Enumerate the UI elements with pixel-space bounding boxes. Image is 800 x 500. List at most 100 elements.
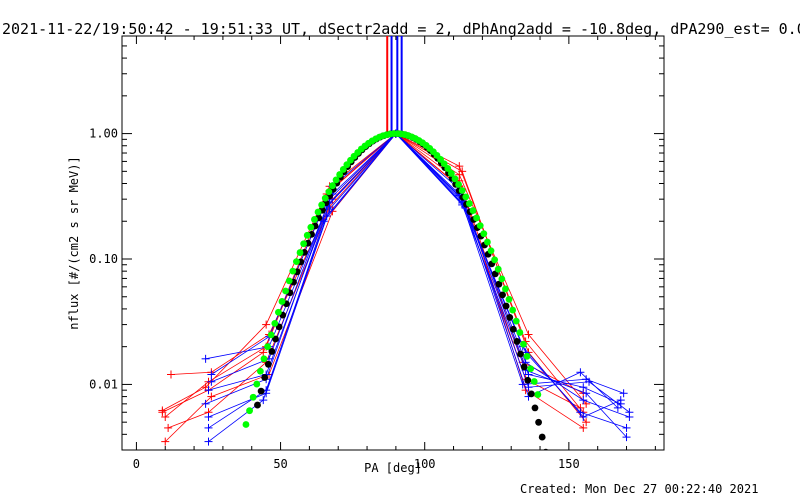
series-10 [204, 129, 622, 446]
series-line [211, 133, 630, 418]
fit-point [458, 187, 466, 194]
data-point [164, 423, 173, 432]
data-point [161, 437, 170, 446]
data-point [207, 370, 216, 379]
fit-point [509, 325, 517, 333]
data-point [613, 403, 622, 412]
fit-point [516, 329, 524, 336]
fit-point [268, 348, 276, 355]
data-point [207, 392, 216, 401]
fit-point [253, 380, 261, 388]
fit-point [462, 193, 470, 201]
fit-point [336, 171, 344, 178]
fit-curve-0 [254, 130, 549, 450]
data-point [204, 423, 213, 432]
fit-point [339, 166, 347, 173]
data-point [579, 383, 588, 392]
fit-point [520, 340, 527, 348]
y-tick-label: 0.10 [89, 252, 118, 266]
data-point [619, 389, 628, 398]
fit-point [524, 376, 532, 384]
data-point [582, 418, 591, 427]
fit-point [444, 165, 452, 172]
data-point [259, 396, 268, 405]
data-point [622, 433, 631, 442]
data-point [201, 354, 210, 363]
series-line [205, 133, 627, 429]
data-point [204, 386, 213, 395]
fit-point [321, 194, 329, 202]
fit-point [261, 374, 269, 381]
data-point [625, 408, 634, 417]
footer-created: Created: Mon Dec 27 00:22:40 2021 [520, 482, 758, 496]
fit-point [473, 214, 481, 222]
fit-point [487, 247, 495, 255]
fit-point [505, 295, 513, 303]
fit-point [264, 360, 272, 368]
data-point [622, 423, 631, 432]
data-point [524, 383, 533, 392]
fit-point [254, 401, 261, 409]
vertical-lines [386, 36, 403, 134]
data-series [158, 129, 634, 446]
data-point [325, 205, 334, 214]
fit-point [256, 367, 264, 375]
fit-point [300, 240, 308, 248]
y-axis-label: nflux [#/(cm2 s sr MeV)] [67, 156, 81, 329]
fit-point [494, 265, 502, 273]
fit-point [502, 285, 509, 293]
fit-point [332, 176, 340, 184]
data-point [579, 396, 588, 405]
x-tick-label: 0 [133, 457, 140, 471]
fit-point [520, 363, 528, 371]
fit-point [513, 338, 521, 345]
fit-point [480, 230, 488, 238]
fit-point [512, 317, 520, 325]
data-point [576, 368, 585, 377]
data-point [204, 412, 213, 421]
fit-point [538, 433, 546, 441]
x-tick-label: 50 [273, 457, 287, 471]
fit-point [318, 201, 326, 209]
fit-point [303, 231, 311, 239]
data-point [161, 412, 170, 421]
fit-point [257, 387, 265, 395]
fit-point [307, 223, 315, 231]
fit-point [455, 181, 462, 188]
fit-point [242, 421, 250, 428]
fit-point [534, 391, 542, 398]
fit-point [531, 404, 539, 412]
fit-point [535, 418, 542, 426]
y-axis: 0.01 0.10 1.00 [89, 35, 664, 451]
fit-point [325, 188, 333, 196]
fit-point [495, 280, 503, 288]
fit-point [267, 331, 275, 339]
fit-point [289, 267, 297, 275]
data-point [259, 348, 268, 357]
fit-point [275, 308, 282, 316]
data-point [455, 162, 464, 171]
x-tick-label: 100 [414, 457, 436, 471]
series-3 [164, 129, 585, 432]
fit-point [260, 355, 268, 363]
data-point [455, 170, 464, 179]
fit-point [484, 238, 491, 246]
fit-point [499, 291, 506, 299]
fit-point [502, 302, 510, 310]
data-point [158, 406, 167, 415]
series-line [205, 133, 627, 438]
fit-point [440, 160, 448, 168]
data-point [322, 212, 331, 221]
fit-point [465, 200, 473, 207]
fit-point [278, 298, 286, 305]
fit-point [509, 306, 517, 314]
y-tick-label: 0.01 [89, 377, 118, 391]
fit-point [296, 249, 304, 256]
fit-point [506, 314, 514, 321]
fit-point [517, 350, 524, 358]
fit-point [264, 343, 271, 351]
series-line [167, 133, 581, 429]
x-axis-label: PA [deg] [364, 461, 422, 475]
fit-point [523, 352, 531, 360]
fit-point [476, 222, 484, 230]
